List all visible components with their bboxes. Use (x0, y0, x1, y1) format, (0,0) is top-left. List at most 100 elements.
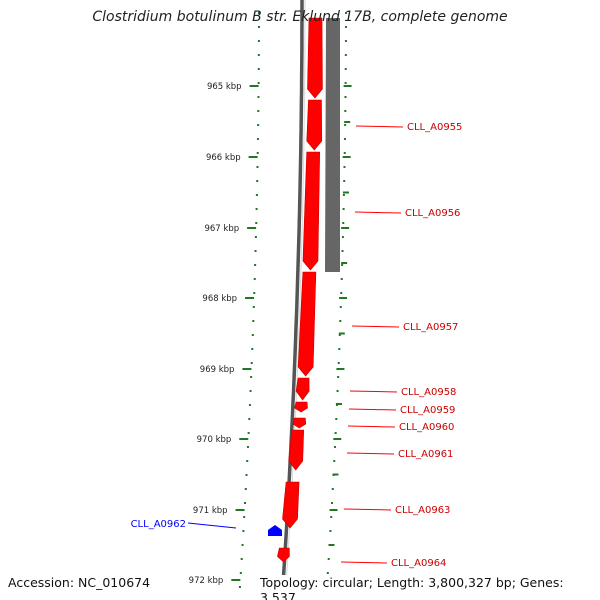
tick-label: 965 kbp (207, 82, 242, 92)
guide-dot (247, 432, 250, 434)
minor-tick (328, 544, 335, 546)
guide-dot (340, 292, 343, 294)
guide-dot (257, 26, 260, 28)
gene-leader-line (355, 125, 404, 128)
guide-dot (344, 40, 347, 42)
guide-dot (334, 432, 337, 434)
guide-dot (341, 250, 344, 252)
forward-gene-arrow (302, 151, 321, 271)
tick-label: 970 kbp (197, 435, 232, 445)
gene-leader-line (354, 211, 402, 214)
guide-dot (251, 334, 254, 336)
gene-leader-line (347, 425, 396, 428)
minor-tick (338, 332, 345, 335)
guide-dot (257, 110, 260, 112)
forward-gene-arrow (277, 547, 290, 563)
guide-dot (256, 166, 259, 168)
guide-dot (336, 390, 339, 392)
forward-gene-arrow (295, 377, 310, 401)
guide-dot (338, 334, 341, 336)
guide-dot (344, 110, 347, 112)
forward-gene-arrow (297, 271, 317, 377)
minor-tick (335, 403, 342, 405)
guide-dot (330, 516, 333, 518)
guide-dot (241, 544, 244, 546)
gene-label-cll_a0963: CLL_A0963 (395, 505, 450, 516)
gene-leader-line (187, 522, 237, 529)
tick-mark-inner (231, 579, 241, 581)
minor-tick (332, 473, 339, 476)
guide-dot (254, 250, 257, 252)
guide-dot (342, 194, 345, 196)
gene-label-cll_a0962: CLL_A0962 (131, 519, 186, 530)
guide-dot (344, 12, 347, 14)
guide-dot (252, 306, 255, 308)
tick-mark-outer (329, 509, 338, 511)
guide-dot (343, 166, 346, 168)
tick-mark-outer (343, 85, 352, 87)
guide-dot (239, 572, 242, 574)
guide-dot (248, 404, 251, 406)
guide-dot (257, 68, 260, 70)
gene-leader-line (348, 408, 397, 411)
guide-dot (250, 376, 253, 378)
guide-dot (341, 236, 344, 238)
guide-dot (335, 418, 338, 420)
reverse-gene-arrow (268, 525, 282, 536)
minor-tick (344, 121, 351, 123)
tick-mark-inner (235, 509, 245, 511)
guide-dot (249, 390, 252, 392)
forward-gene-arrow (307, 17, 323, 99)
gene-label-cll_a0964: CLL_A0964 (391, 558, 446, 569)
guide-dot (257, 12, 260, 14)
minor-tick (341, 262, 348, 264)
guide-dot (344, 82, 347, 84)
map-title: Clostridium botulinum B str. Eklund 17B,… (92, 9, 508, 25)
gene-features (268, 17, 323, 563)
guide-dot (344, 68, 347, 70)
gene-leader-line (346, 452, 395, 455)
guide-dot (257, 124, 260, 126)
guide-dot (339, 306, 342, 308)
forward-gene-arrow (292, 417, 307, 429)
guide-dot (243, 502, 246, 504)
guide-dot (253, 278, 256, 280)
guide-dot (250, 362, 253, 364)
guide-dot (256, 180, 259, 182)
guide-dot (256, 138, 259, 140)
gene-leader-line (351, 325, 400, 328)
guide-dot (330, 502, 333, 504)
gene-leader-line (340, 561, 388, 564)
guide-dot (255, 208, 258, 210)
tick-label: 972 kbp (189, 576, 224, 586)
operon-band-shape (325, 18, 340, 272)
tick-mark-outer (339, 297, 348, 299)
accession-text: Accession: NC_010674 (8, 575, 151, 590)
guide-dot (252, 320, 255, 322)
gene-label-cll_a0961: CLL_A0961 (398, 449, 453, 460)
guide-dot (245, 474, 248, 476)
guide-dot (251, 348, 254, 350)
guide-dot (246, 446, 249, 448)
guide-dot (243, 516, 246, 518)
tick-label: 969 kbp (200, 365, 235, 375)
tick-label: 966 kbp (206, 153, 241, 163)
tick-label: 971 kbp (193, 506, 228, 516)
gene-label-cll_a0956: CLL_A0956 (405, 208, 460, 219)
guide-dot (342, 222, 345, 224)
tick-mark-outer (333, 438, 342, 440)
guide-dot (244, 488, 247, 490)
tick-mark-inner (248, 156, 258, 158)
guide-dot (255, 222, 258, 224)
guide-dot (256, 152, 259, 154)
forward-gene-arrow (288, 429, 305, 471)
guide-dot (338, 348, 341, 350)
guide-dot (253, 292, 256, 294)
guide-dot (257, 96, 260, 98)
guide-dot (255, 194, 258, 196)
topology-text: Topology: circular; Length: 3,800,327 bp… (260, 575, 600, 600)
guide-dot (254, 264, 257, 266)
guide-dot (248, 418, 251, 420)
tick-mark-inner (249, 85, 259, 87)
